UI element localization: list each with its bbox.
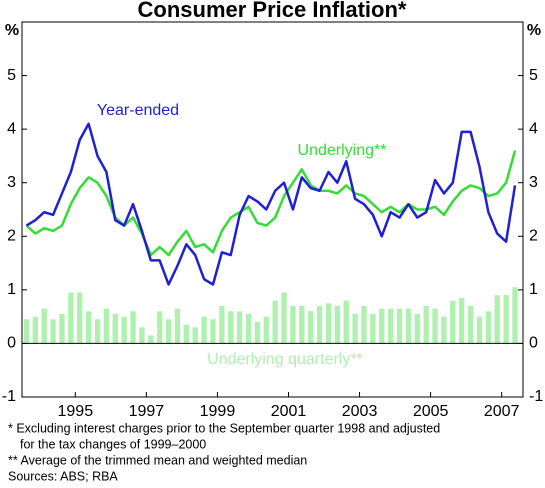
y-tick-label-right: 1 [529, 281, 538, 298]
bar [405, 308, 412, 344]
bar [290, 305, 296, 344]
bar [361, 305, 367, 344]
bar [236, 311, 243, 344]
bar [423, 305, 429, 344]
bar [103, 308, 110, 344]
y-tick-label-right: 2 [529, 228, 538, 245]
bar [228, 311, 234, 344]
bar [77, 292, 83, 344]
bar [130, 311, 136, 344]
bar [512, 287, 518, 344]
bar [503, 295, 509, 344]
bar [139, 327, 145, 344]
x-tick-label: 1995 [58, 403, 94, 420]
y-tick-label-right: -1 [529, 388, 543, 405]
x-tick-label: 2005 [413, 403, 449, 420]
bar [467, 305, 474, 344]
y-unit-right: % [527, 22, 541, 39]
bar [308, 311, 314, 344]
bar [459, 297, 465, 344]
bar [494, 295, 500, 344]
bar [148, 335, 154, 344]
y-tick-label-left: 3 [7, 174, 16, 191]
bar [316, 305, 323, 344]
bar [476, 316, 483, 344]
bar [121, 316, 127, 344]
bar [379, 308, 385, 344]
bar [370, 313, 376, 344]
chart-title: Consumer Price Inflation* [138, 0, 407, 22]
x-tick-label: 1997 [129, 403, 165, 420]
bar [281, 292, 287, 344]
bar [192, 327, 198, 344]
y-tick-label-left: 2 [7, 228, 16, 245]
y-tick-label-right: 0 [529, 335, 538, 352]
bar [85, 311, 92, 344]
x-tick-label: 2003 [342, 403, 378, 420]
y-unit-left: % [5, 22, 19, 39]
bar [32, 316, 38, 344]
series-label: Year-ended [97, 102, 179, 119]
bar [352, 313, 358, 344]
bar [396, 308, 403, 344]
bar [263, 316, 269, 344]
bar [485, 311, 492, 344]
y-tick-label-left: 4 [7, 120, 16, 137]
bar [219, 305, 225, 344]
footnote: * Excluding interest charges prior to th… [8, 421, 440, 435]
y-tick-label-right: 4 [529, 120, 538, 137]
bar [165, 319, 172, 344]
x-tick-label: 1999 [200, 403, 236, 420]
line [25, 122, 517, 286]
bar [50, 319, 56, 344]
footnote: for the tax changes of 1999–2000 [20, 437, 206, 451]
bar [68, 292, 74, 344]
bar [112, 313, 118, 344]
y-tick-label-left: 1 [7, 281, 16, 298]
y-tick-label-left: 0 [7, 335, 16, 352]
bar [41, 308, 47, 344]
bar [450, 300, 456, 344]
bar [201, 316, 207, 344]
bar [343, 300, 349, 344]
y-tick-label-right: 5 [529, 67, 538, 84]
bar [254, 322, 261, 344]
bar [210, 319, 216, 344]
bar [432, 308, 438, 344]
y-tick-label-left: -1 [2, 388, 16, 405]
bar [94, 319, 101, 344]
footnote: ** Average of the trimmed mean and weigh… [8, 453, 307, 467]
footnote: Sources: ABS; RBA [8, 469, 118, 483]
bar [23, 319, 30, 344]
bar [272, 300, 278, 344]
bar [59, 313, 65, 344]
series-label: Underlying** [298, 142, 387, 159]
bar [387, 308, 394, 344]
bar [174, 308, 181, 344]
bar [299, 305, 305, 344]
bar [414, 313, 420, 344]
x-tick-label: 2007 [484, 403, 520, 420]
bar [325, 303, 332, 344]
x-tick-label: 2001 [271, 403, 307, 420]
plot-frame [21, 21, 524, 398]
bar [245, 313, 252, 344]
bar [157, 311, 163, 344]
bar [183, 324, 189, 344]
bar [334, 305, 341, 344]
bar [441, 316, 447, 344]
line [25, 150, 517, 257]
y-tick-label-right: 3 [529, 174, 538, 191]
y-tick-label-left: 5 [7, 67, 16, 84]
series-label: Underlying quarterly** [207, 351, 363, 368]
